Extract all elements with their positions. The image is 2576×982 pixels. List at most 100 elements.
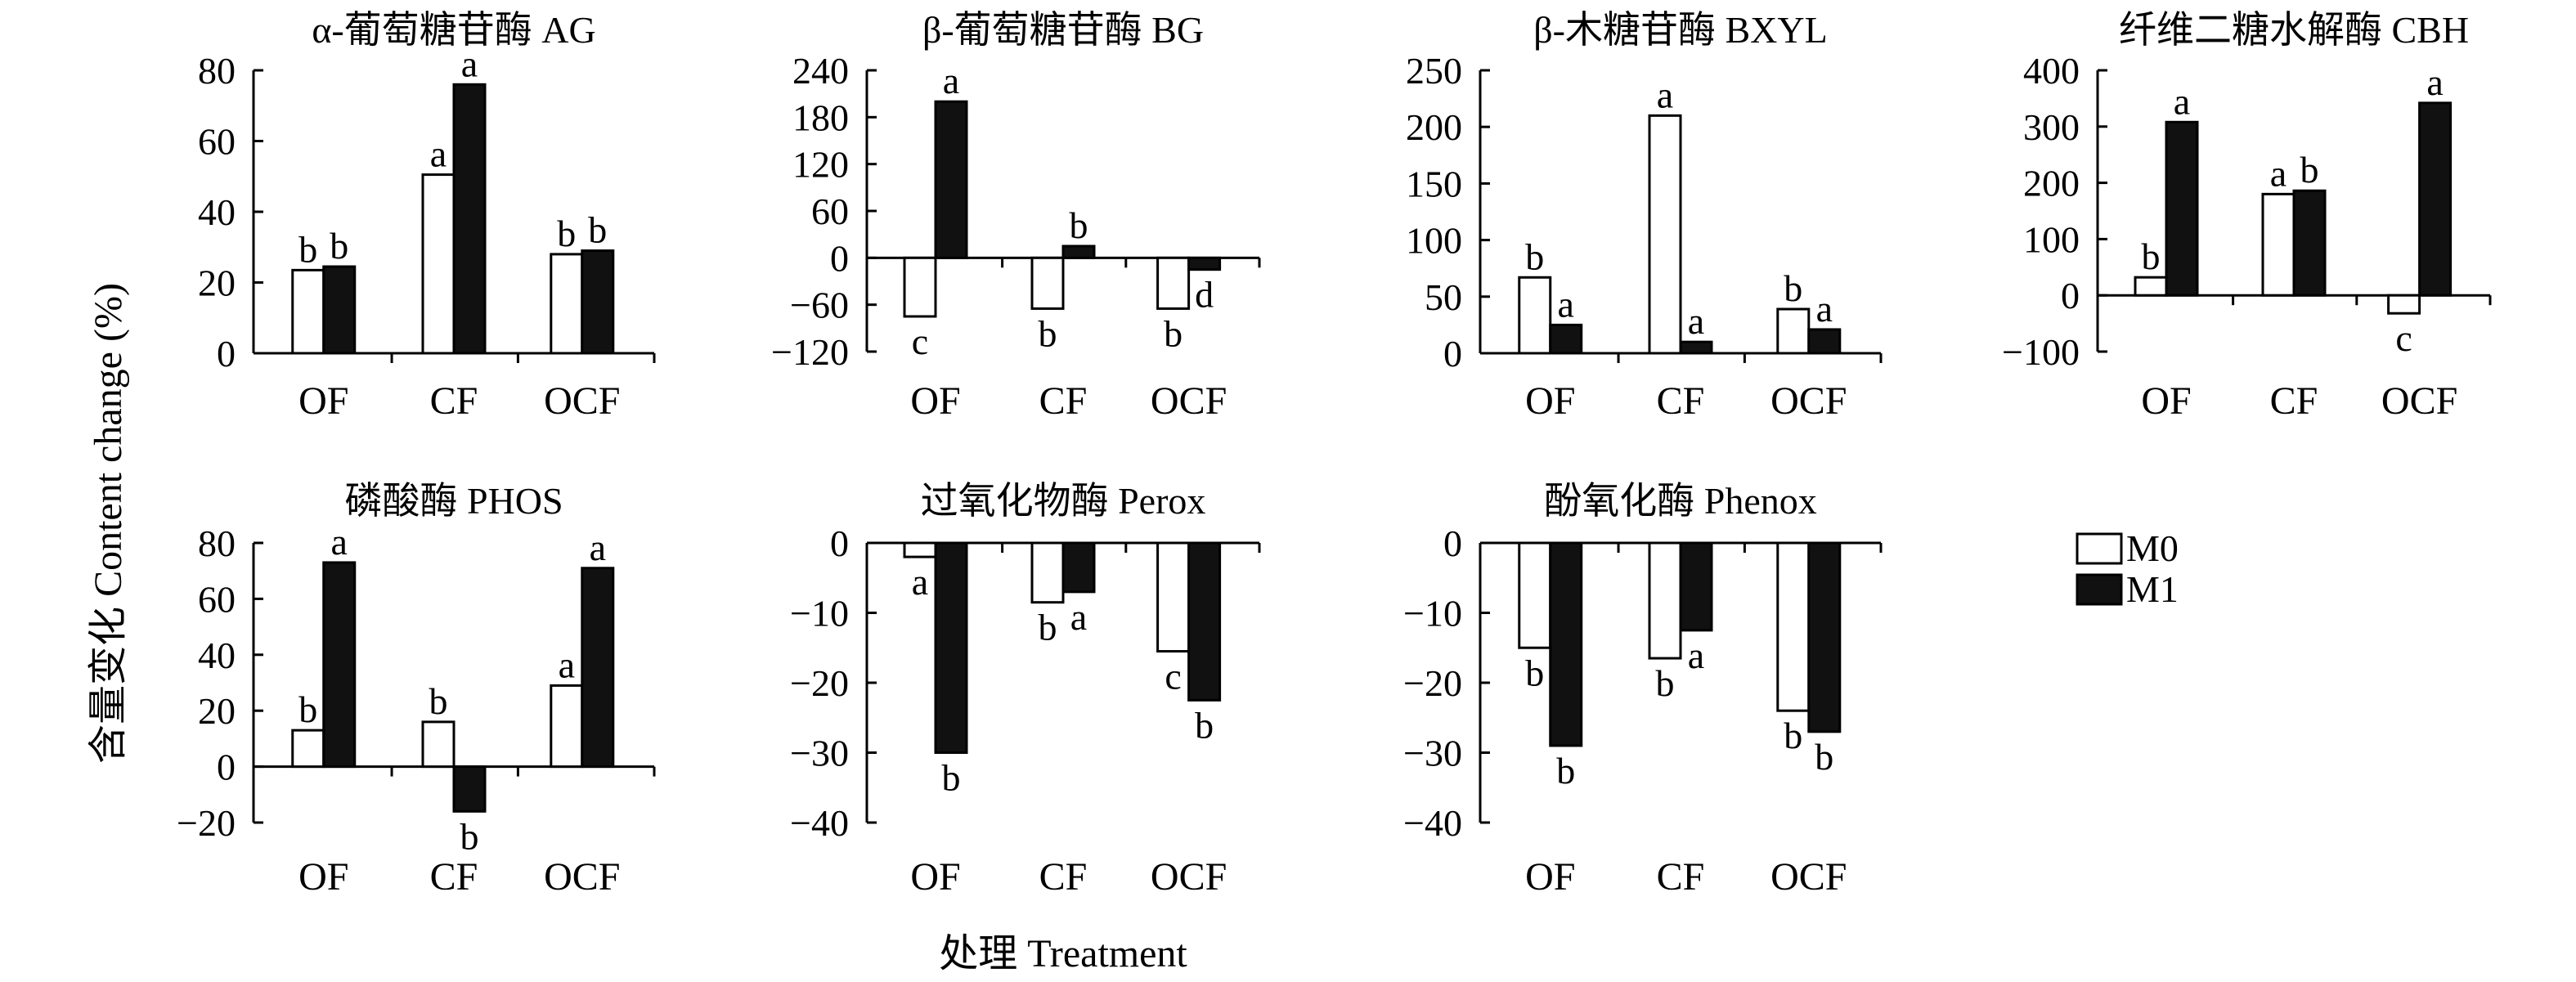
significance-letter: b: [2142, 235, 2161, 277]
x-category-label: CF: [2270, 379, 2318, 423]
bar-m1-ocf: [1187, 256, 1222, 271]
bar-m1-cf: [2292, 189, 2327, 297]
significance-letter: b: [1525, 235, 1544, 277]
x-category-label: OCF: [1151, 855, 1227, 899]
x-category-label: OCF: [2381, 379, 2457, 423]
bar-m1-ocf: [1187, 541, 1222, 702]
y-tick-label: 60: [198, 121, 236, 163]
significance-letter: a: [1816, 288, 1833, 330]
significance-letter: a: [559, 643, 575, 685]
significance-letter: b: [460, 815, 479, 857]
bar-m0-ocf: [1776, 541, 1811, 712]
bar-m0-of: [1518, 276, 1552, 355]
y-tick-label: 80: [198, 522, 236, 564]
significance-letter: b: [1164, 312, 1183, 354]
y-tick-label: −120: [771, 331, 849, 373]
significance-letter: d: [1195, 274, 1214, 316]
significance-letter: a: [461, 43, 478, 84]
significance-letter: a: [1688, 300, 1704, 342]
x-category-label: CF: [1657, 379, 1705, 423]
significance-letter: b: [1784, 267, 1802, 309]
bar-m0-of: [291, 268, 325, 355]
y-tick-label: −20: [177, 802, 236, 844]
bar-m0-of: [291, 729, 325, 769]
significance-letter: b: [588, 209, 607, 251]
y-tick-label: 0: [217, 333, 236, 374]
significance-letter: a: [430, 133, 447, 175]
bar-m1-cf: [1679, 541, 1713, 632]
significance-letter: b: [1556, 750, 1575, 791]
y-tick-label: 200: [1406, 106, 1462, 148]
x-category-label: OCF: [1770, 379, 1847, 423]
bar-m1-cf: [452, 765, 487, 813]
significance-letter: b: [298, 228, 317, 270]
y-tick-label: 0: [1443, 333, 1462, 374]
significance-letter: a: [943, 60, 959, 101]
y-axis-title: 含量变化 Content change (%): [87, 283, 130, 764]
y-tick-label: 200: [2023, 163, 2080, 204]
y-tick-label: 300: [2023, 106, 2080, 148]
y-tick-label: −20: [790, 662, 849, 704]
bar-m1-ocf: [581, 249, 615, 355]
y-tick-label: 180: [792, 96, 849, 138]
bar-m1-cf: [1679, 340, 1713, 355]
y-tick-label: 240: [792, 50, 849, 92]
y-tick-label: 40: [198, 191, 236, 233]
chart-title: 纤维二糖水解酶 CBH: [2119, 9, 2469, 51]
significance-letter: b: [942, 757, 961, 799]
bar-m0-cf: [1030, 256, 1065, 310]
significance-letter: b: [330, 225, 348, 267]
significance-letter: b: [298, 688, 317, 730]
y-tick-label: −100: [2002, 331, 2080, 373]
bar-m1-of: [934, 541, 968, 754]
bar-m0-of: [2134, 276, 2168, 297]
bar-m0-ocf: [1776, 307, 1811, 355]
bar-m0-cf: [1030, 541, 1065, 604]
y-tick-label: 120: [792, 144, 849, 186]
significance-letter: c: [1165, 656, 1181, 697]
significance-letter: b: [2300, 149, 2319, 191]
significance-letter: b: [429, 680, 448, 722]
legend-swatch-m1: [2076, 573, 2123, 606]
x-category-label: OF: [910, 379, 960, 423]
significance-letter: b: [1525, 652, 1544, 693]
chart-title: β-葡萄糖苷酶 BG: [922, 9, 1204, 51]
x-category-label: OF: [2141, 379, 2191, 423]
bar-m1-of: [2165, 120, 2199, 297]
significance-letter: b: [1070, 204, 1088, 246]
y-tick-label: 250: [1406, 50, 1462, 92]
significance-letter: a: [331, 521, 348, 563]
bar-m0-ocf: [1156, 541, 1191, 653]
x-category-label: OCF: [1770, 855, 1847, 899]
bar-m0-cf: [421, 173, 456, 355]
bar-m1-of: [322, 561, 357, 769]
legend: M0 M1: [2076, 527, 2179, 610]
bar-m1-ocf: [2418, 101, 2453, 297]
significance-letter: c: [2395, 317, 2412, 359]
significance-letter: a: [1688, 634, 1704, 676]
chart-title: α-葡萄糖苷酶 AG: [312, 9, 595, 51]
x-category-label: CF: [430, 855, 478, 899]
significance-letter: a: [2174, 80, 2190, 122]
x-category-label: CF: [1039, 855, 1088, 899]
bar-m1-ocf: [581, 567, 615, 769]
y-tick-label: 0: [830, 237, 849, 279]
x-category-label: OF: [1525, 379, 1575, 423]
bar-m1-of: [1549, 541, 1583, 747]
bar-m1-cf: [1061, 541, 1096, 594]
significance-letter: c: [912, 321, 928, 362]
y-tick-label: 400: [2023, 50, 2080, 92]
y-tick-label: 150: [1406, 163, 1462, 204]
y-tick-label: −30: [790, 733, 849, 774]
chart-title: β-木糖苷酶 BXYL: [1533, 9, 1827, 51]
x-axis-title: 处理 Treatment: [939, 932, 1187, 975]
y-tick-label: −40: [1403, 802, 1462, 844]
bar-m0-ocf: [550, 684, 584, 769]
significance-letter: b: [557, 213, 576, 254]
